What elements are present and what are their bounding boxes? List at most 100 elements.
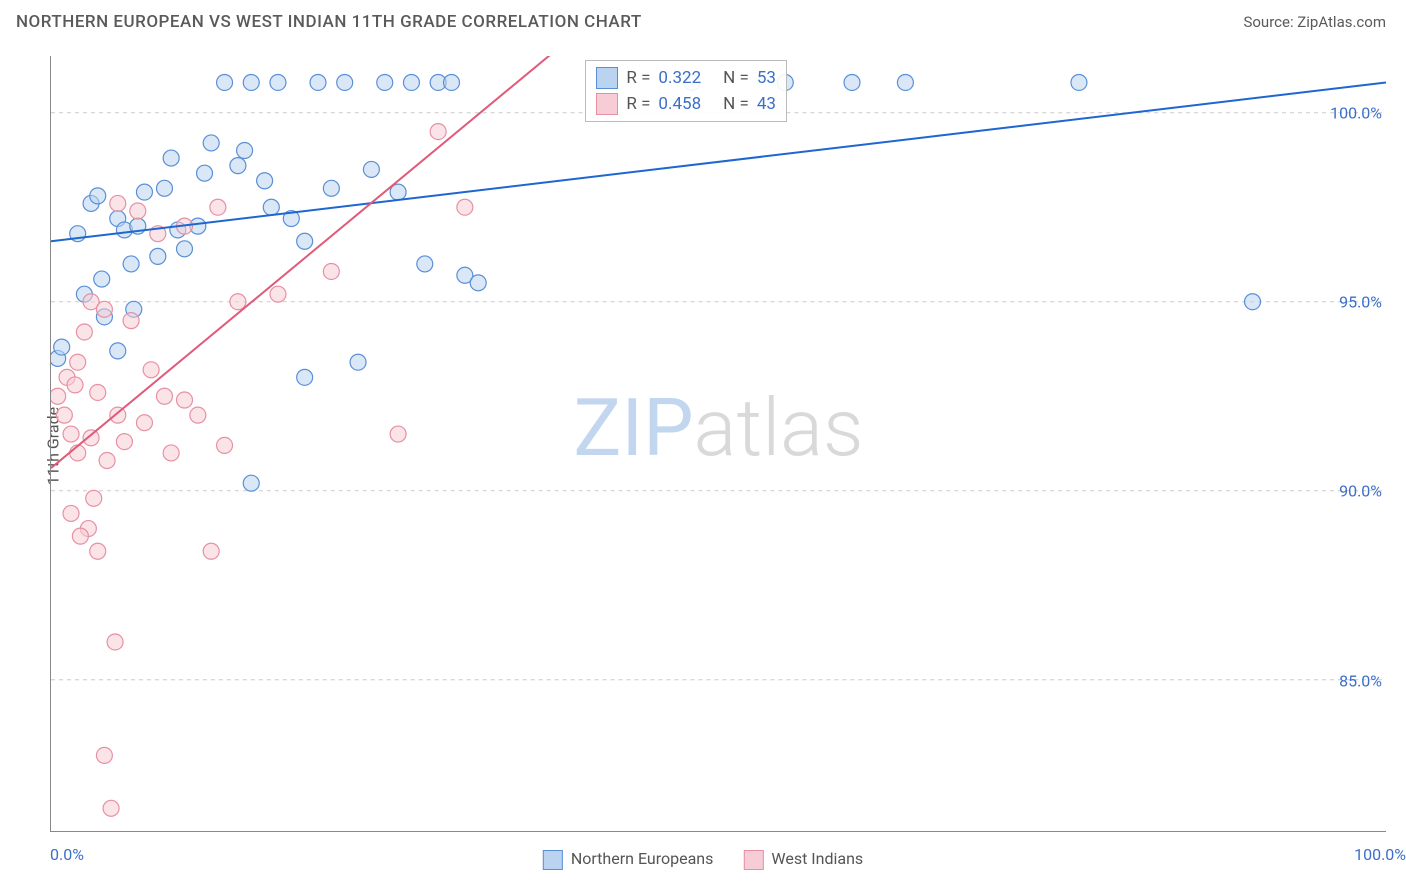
- chart-title: NORTHERN EUROPEAN VS WEST INDIAN 11TH GR…: [16, 12, 642, 32]
- scatter-plot: [51, 56, 1386, 831]
- series-swatch: [596, 67, 618, 89]
- data-point: [51, 388, 66, 404]
- data-point: [237, 143, 253, 159]
- legend-swatch: [743, 850, 763, 870]
- data-point: [1071, 74, 1087, 90]
- data-point: [377, 74, 393, 90]
- series-swatch: [596, 93, 618, 115]
- x-tick-label: 100.0%: [1354, 845, 1406, 864]
- legend-swatch: [543, 850, 563, 870]
- data-point: [897, 74, 913, 90]
- data-point: [230, 158, 246, 174]
- y-tick-label: 100.0%: [1330, 103, 1382, 122]
- legend-label: Northern Europeans: [571, 849, 714, 868]
- data-point: [150, 248, 166, 264]
- chart-header: NORTHERN EUROPEAN VS WEST INDIAN 11TH GR…: [0, 0, 1406, 40]
- data-point: [63, 505, 79, 521]
- r-value: 0.322: [658, 68, 701, 88]
- data-point: [63, 426, 79, 442]
- data-point: [96, 301, 112, 317]
- data-point: [444, 74, 460, 90]
- data-point: [403, 74, 419, 90]
- data-point: [210, 199, 226, 215]
- series-legend: Northern Europeans West Indians: [543, 849, 863, 870]
- r-label: R =: [626, 68, 650, 88]
- n-label: N =: [723, 94, 749, 114]
- data-point: [54, 339, 70, 355]
- n-value: 43: [757, 94, 776, 114]
- legend-item: Northern Europeans: [543, 849, 714, 870]
- data-point: [136, 415, 152, 431]
- data-point: [390, 426, 406, 442]
- data-point: [197, 165, 213, 181]
- data-point: [177, 392, 193, 408]
- data-point: [96, 747, 112, 763]
- legend-label: West Indians: [771, 849, 863, 868]
- data-point: [143, 362, 159, 378]
- data-point: [270, 286, 286, 302]
- data-point: [130, 203, 146, 219]
- data-point: [297, 369, 313, 385]
- data-point: [217, 437, 233, 453]
- data-point: [337, 74, 353, 90]
- data-point: [136, 184, 152, 200]
- data-point: [243, 74, 259, 90]
- data-point: [177, 241, 193, 257]
- data-point: [72, 528, 88, 544]
- x-tick-label: 0.0%: [50, 845, 84, 864]
- r-label: R =: [626, 94, 650, 114]
- data-point: [270, 74, 286, 90]
- data-point: [90, 543, 106, 559]
- data-point: [110, 343, 126, 359]
- data-point: [417, 256, 433, 272]
- data-point: [203, 135, 219, 151]
- data-point: [844, 74, 860, 90]
- data-point: [123, 256, 139, 272]
- data-point: [83, 430, 99, 446]
- data-point: [110, 407, 126, 423]
- data-point: [310, 74, 326, 90]
- data-point: [243, 475, 259, 491]
- data-point: [217, 74, 233, 90]
- legend-item: West Indians: [743, 849, 863, 870]
- data-point: [90, 384, 106, 400]
- data-point: [90, 188, 106, 204]
- data-point: [190, 407, 206, 423]
- data-point: [99, 453, 115, 469]
- data-point: [123, 313, 139, 329]
- plot-area: ZIPatlas R =0.322N =53R =0.458N =43: [50, 56, 1386, 832]
- data-point: [163, 445, 179, 461]
- data-point: [163, 150, 179, 166]
- data-point: [430, 124, 446, 140]
- data-point: [470, 275, 486, 291]
- data-point: [230, 294, 246, 310]
- data-point: [76, 324, 92, 340]
- y-tick-label: 95.0%: [1339, 293, 1382, 312]
- data-point: [116, 434, 132, 450]
- data-point: [70, 354, 86, 370]
- y-tick-label: 90.0%: [1339, 482, 1382, 501]
- r-value: 0.458: [658, 94, 701, 114]
- n-value: 53: [757, 68, 776, 88]
- data-point: [67, 377, 83, 393]
- n-label: N =: [723, 68, 749, 88]
- data-point: [70, 445, 86, 461]
- data-point: [363, 161, 379, 177]
- correlation-row: R = 0.322 N = 53: [596, 65, 776, 91]
- data-point: [103, 800, 119, 816]
- data-point: [110, 195, 126, 211]
- data-point: [457, 199, 473, 215]
- y-tick-label: 85.0%: [1339, 671, 1382, 690]
- data-point: [156, 180, 172, 196]
- data-point: [203, 543, 219, 559]
- data-point: [323, 180, 339, 196]
- data-point: [1245, 294, 1261, 310]
- data-point: [323, 263, 339, 279]
- data-point: [156, 388, 172, 404]
- data-point: [263, 199, 279, 215]
- data-point: [350, 354, 366, 370]
- data-point: [94, 271, 110, 287]
- data-point: [86, 490, 102, 506]
- correlation-row: R = 0.458 N = 43: [596, 91, 776, 117]
- correlation-legend: R = 0.322 N = 53 R = 0.458 N = 43: [585, 60, 787, 122]
